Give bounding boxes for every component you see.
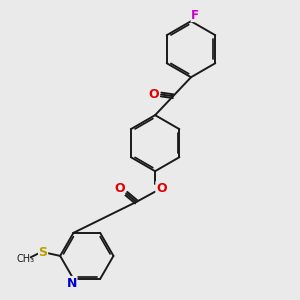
Text: N: N [67,277,77,290]
Text: O: O [114,182,124,195]
Text: O: O [156,182,166,195]
Text: S: S [39,246,48,259]
Text: O: O [148,88,159,101]
Text: F: F [191,9,199,22]
Text: CH₃: CH₃ [17,254,35,264]
